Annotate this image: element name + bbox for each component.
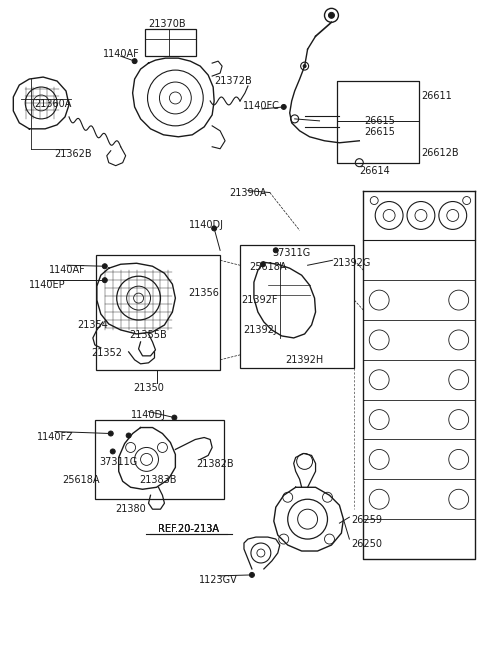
Text: 1140EP: 1140EP — [29, 280, 65, 290]
Circle shape — [250, 572, 254, 577]
Circle shape — [212, 226, 216, 231]
Text: 26612B: 26612B — [421, 148, 458, 158]
Circle shape — [102, 278, 107, 283]
Text: 21372B: 21372B — [214, 76, 252, 86]
Text: 21362B: 21362B — [54, 149, 92, 159]
Circle shape — [273, 248, 278, 253]
Circle shape — [126, 433, 131, 438]
Circle shape — [281, 104, 286, 110]
Bar — [96, 255, 220, 370]
Bar — [240, 245, 354, 368]
Text: 21392G: 21392G — [333, 258, 371, 268]
Text: 21392H: 21392H — [286, 355, 324, 365]
Circle shape — [110, 449, 115, 454]
Circle shape — [303, 64, 306, 68]
Text: 21354: 21354 — [77, 320, 108, 330]
Bar — [337, 81, 419, 163]
Text: 25618A: 25618A — [62, 475, 100, 485]
Text: 21370B: 21370B — [149, 19, 186, 29]
Text: 26615: 26615 — [364, 116, 395, 126]
Text: 1140AF: 1140AF — [103, 49, 140, 59]
Text: 26250: 26250 — [351, 539, 383, 549]
Text: REF.20-213A: REF.20-213A — [158, 524, 219, 534]
Text: 21382B: 21382B — [196, 459, 234, 470]
Text: 37311G: 37311G — [99, 457, 138, 468]
Text: 21383B: 21383B — [140, 475, 177, 485]
Circle shape — [108, 431, 113, 436]
Text: 21390A: 21390A — [229, 188, 267, 197]
Bar — [144, 29, 196, 56]
Text: 21356: 21356 — [188, 288, 219, 298]
Text: 21360A: 21360A — [35, 99, 72, 109]
Text: 21350: 21350 — [133, 382, 164, 393]
Text: 1123GV: 1123GV — [199, 575, 238, 585]
Circle shape — [102, 264, 107, 269]
Text: 1140FZ: 1140FZ — [36, 432, 73, 442]
Text: 21355B: 21355B — [130, 330, 168, 340]
Text: REF.20-213A: REF.20-213A — [158, 524, 219, 534]
Text: 1140FC: 1140FC — [243, 101, 280, 111]
Circle shape — [328, 12, 335, 18]
Text: 21380: 21380 — [115, 504, 146, 514]
Text: 1140DJ: 1140DJ — [189, 221, 224, 230]
Text: REF.20-213A: REF.20-213A — [158, 524, 219, 534]
Text: 37311G: 37311G — [273, 248, 311, 258]
Bar — [95, 420, 224, 499]
Circle shape — [132, 59, 137, 64]
Circle shape — [260, 262, 265, 267]
Text: 1140AF: 1140AF — [48, 265, 85, 275]
Text: 21392J: 21392J — [243, 325, 277, 335]
Text: 21352: 21352 — [91, 348, 122, 358]
Text: 26259: 26259 — [351, 515, 383, 525]
Circle shape — [172, 415, 177, 420]
Text: 21392F: 21392F — [241, 295, 278, 305]
Text: 1140DJ: 1140DJ — [131, 410, 166, 420]
Text: 26611: 26611 — [421, 91, 452, 101]
Text: 26614: 26614 — [360, 166, 390, 175]
Text: 25618A: 25618A — [249, 263, 287, 272]
Text: 26615: 26615 — [364, 127, 395, 137]
